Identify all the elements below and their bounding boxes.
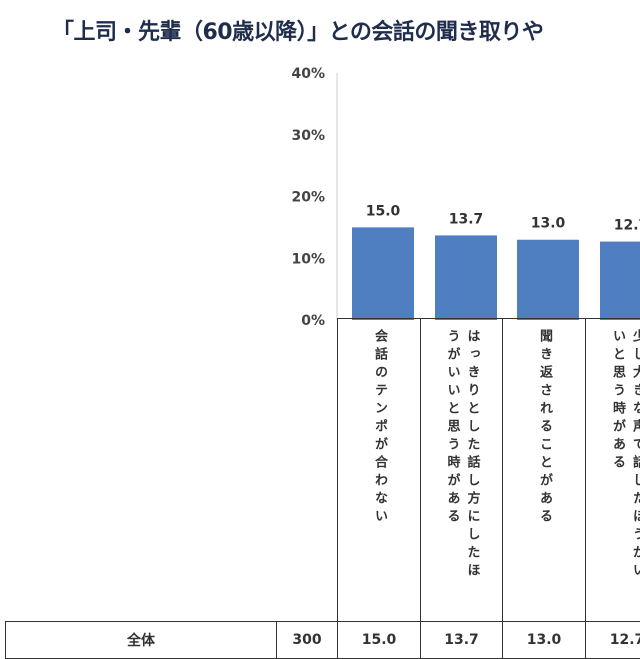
category-label-text: はっきりとした話し方にしたほうがいいと思う時がある bbox=[444, 329, 480, 581]
table-value-text: 12.7 bbox=[609, 632, 640, 648]
category-label: 会話のテンポが合わない bbox=[337, 318, 421, 622]
bar bbox=[517, 239, 579, 320]
table-value-text: 13.0 bbox=[526, 632, 562, 648]
table-value: 15.0 bbox=[337, 621, 421, 659]
bar bbox=[352, 227, 414, 320]
y-tick-label: 0% bbox=[301, 313, 325, 329]
y-tick-label: 20% bbox=[291, 190, 325, 206]
table-n: 300 bbox=[276, 621, 338, 659]
category-label: はっきりとした話し方にしたほうがいいと思う時がある bbox=[420, 318, 503, 622]
bar-chart: 0% 10% 20% 30% 40% 15.0 13.7 13.0 12.7 bbox=[291, 66, 640, 329]
bar bbox=[435, 235, 497, 320]
table-value-text: 13.7 bbox=[444, 632, 479, 648]
category-label-text: 少し大きな声で話したほうがいいと思う時がある bbox=[610, 329, 640, 581]
data-label: 15.0 bbox=[366, 203, 401, 219]
category-label: 聞き返されることがある bbox=[502, 318, 586, 622]
table-value: 13.7 bbox=[420, 621, 503, 659]
data-label: 13.7 bbox=[449, 211, 484, 227]
table-row-label: 全体 bbox=[5, 621, 277, 659]
table-n-text: 300 bbox=[292, 632, 322, 648]
table-row-label-text: 全体 bbox=[127, 633, 155, 649]
y-tick-label: 30% bbox=[291, 128, 325, 144]
data-label: 12.7 bbox=[614, 218, 640, 234]
table-value: 12.7 bbox=[585, 621, 640, 659]
chart-title: 「上司・先輩（60歳以降）」との会話の聞き取りや bbox=[52, 20, 544, 45]
table-value: 13.0 bbox=[502, 621, 586, 659]
bar bbox=[600, 241, 640, 320]
category-label-text: 聞き返されることがある bbox=[537, 329, 552, 527]
category-label-text: 会話のテンポが合わない bbox=[372, 329, 387, 527]
data-label: 13.0 bbox=[531, 216, 566, 232]
y-tick-label: 10% bbox=[291, 251, 325, 267]
y-tick-label: 40% bbox=[291, 66, 325, 82]
table-value-text: 15.0 bbox=[361, 632, 397, 648]
category-label: 少し大きな声で話したほうがいいと思う時がある bbox=[585, 318, 640, 622]
